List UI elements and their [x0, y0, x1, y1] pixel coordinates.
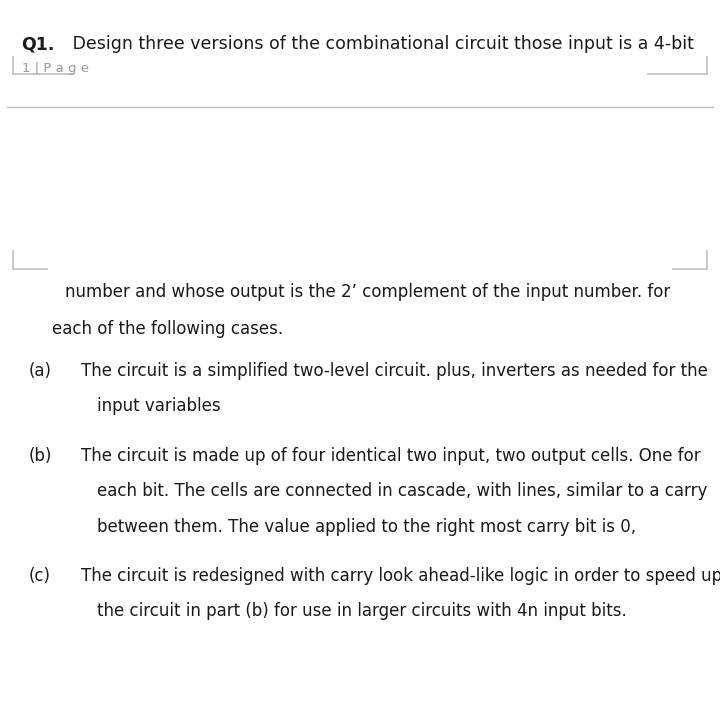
- Text: Design three versions of the combinational circuit those input is a 4-bit: Design three versions of the combination…: [67, 35, 694, 53]
- Text: the circuit in part (b) for use in larger circuits with 4n input bits.: the circuit in part (b) for use in large…: [97, 602, 627, 620]
- Text: between them. The value applied to the right most carry bit is 0,: between them. The value applied to the r…: [97, 518, 636, 535]
- Text: The circuit is made up of four identical two input, two output cells. One for: The circuit is made up of four identical…: [81, 447, 701, 464]
- Text: (b): (b): [29, 447, 52, 464]
- Text: (c): (c): [29, 567, 51, 585]
- Text: each bit. The cells are connected in cascade, with lines, similar to a carry: each bit. The cells are connected in cas…: [97, 482, 708, 500]
- Text: each of the following cases.: each of the following cases.: [52, 320, 283, 337]
- Text: The circuit is a simplified two-level circuit. plus, inverters as needed for the: The circuit is a simplified two-level ci…: [81, 362, 708, 380]
- Text: Q1.: Q1.: [22, 35, 55, 53]
- Text: (a): (a): [29, 362, 52, 380]
- Text: 1 | P a g e: 1 | P a g e: [22, 62, 89, 75]
- Text: input variables: input variables: [97, 397, 221, 415]
- Text: The circuit is redesigned with carry look ahead-like logic in order to speed up: The circuit is redesigned with carry loo…: [81, 567, 720, 585]
- Text: number and whose output is the 2’ complement of the input number. for: number and whose output is the 2’ comple…: [65, 283, 670, 300]
